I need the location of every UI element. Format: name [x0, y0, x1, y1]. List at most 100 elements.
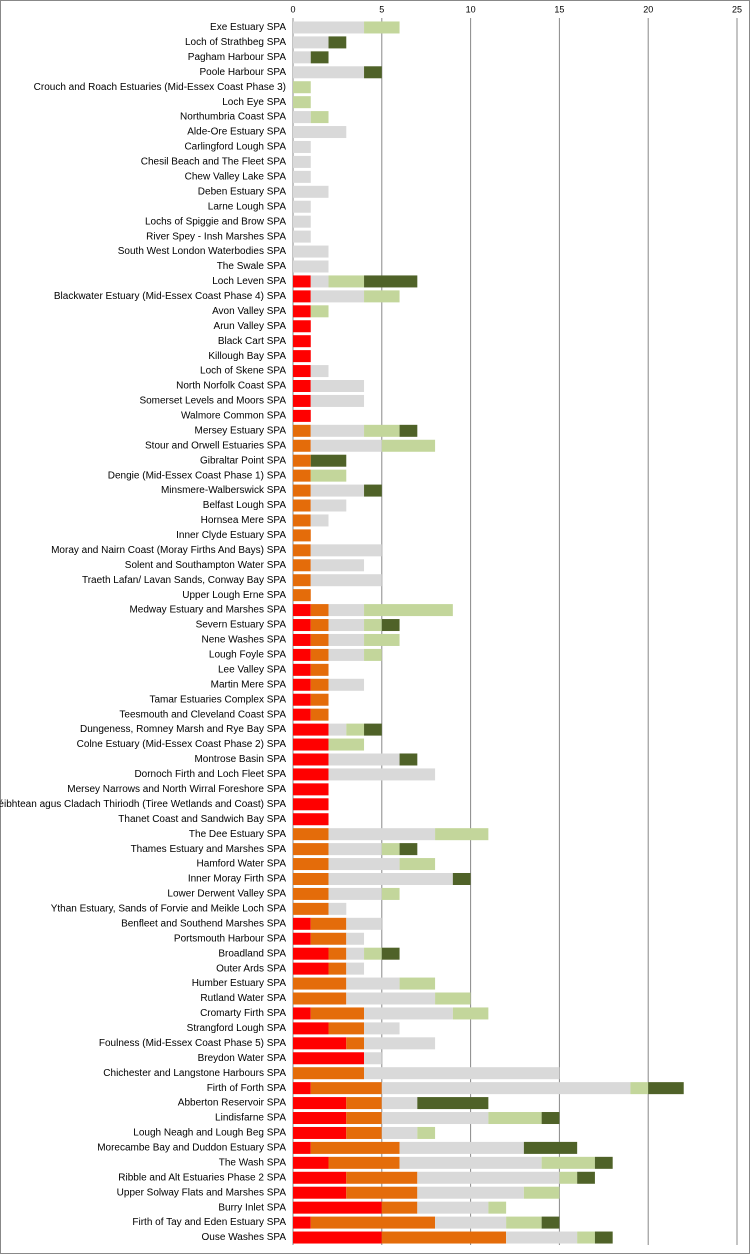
y-tick-label: Lough Neagh and Lough Beg SPA [133, 1128, 286, 1139]
bar-segment [293, 947, 329, 960]
bar-segment [381, 1231, 507, 1244]
y-tick-label: Moray and Nairn Coast (Moray Firths And … [51, 545, 286, 556]
bar-segment [310, 917, 347, 930]
bar-segment [346, 917, 382, 930]
bar-segment [310, 499, 347, 512]
bar-segment [293, 409, 311, 422]
bar-segment [293, 305, 311, 318]
bar-segment [346, 992, 436, 1005]
y-tick-label: Benfleet and Southend Marshes SPA [121, 918, 286, 929]
y-tick-label: Thanet Coast and Sandwich Bay SPA [118, 814, 286, 825]
bar-segment [293, 1007, 311, 1020]
y-tick-label: The Swale SPA [217, 261, 287, 272]
bar-segment [293, 260, 329, 273]
y-tick-label: Hornsea Mere SPA [201, 515, 287, 526]
bar-segment [293, 170, 311, 183]
bar-segment [293, 275, 311, 288]
bar-segment [328, 738, 365, 751]
bar-segment [310, 932, 347, 945]
y-tick-label: Crouch and Roach Estuaries (Mid-Essex Co… [34, 82, 286, 93]
bar-segment [381, 1112, 489, 1125]
y-tick-label: Hamford Water SPA [197, 859, 287, 870]
bar-segment [381, 843, 400, 856]
bar-segment [293, 1067, 365, 1080]
y-tick-label: Abberton Reservoir SPA [178, 1098, 287, 1109]
bar-segment [364, 947, 382, 960]
bar-segment [293, 858, 329, 871]
y-tick-label: Dornoch Firth and Loch Fleet SPA [134, 769, 286, 780]
bar-segment [381, 619, 400, 632]
bar-segment [594, 1156, 613, 1169]
bar-segment [293, 335, 311, 348]
bar-segment [293, 469, 311, 482]
bar-segment [399, 1156, 542, 1169]
y-tick-label: Traeth Lafan/ Lavan Sands, Conway Bay SP… [82, 575, 286, 586]
bar-segment [364, 484, 382, 497]
bar-segment [399, 977, 436, 990]
y-tick-label: Deben Estuary SPA [198, 186, 287, 197]
y-tick-label: Loch of Strathbeg SPA [185, 37, 286, 48]
y-tick-label: Inner Clyde Estuary SPA [176, 530, 286, 541]
bar-segment [310, 1141, 400, 1154]
y-tick-label: Poole Harbour SPA [199, 67, 286, 78]
bar-segment [435, 1216, 507, 1229]
bar-segment [559, 1171, 578, 1184]
bar-segment [310, 424, 365, 437]
bar-segment [399, 843, 418, 856]
bar-segment [293, 21, 365, 34]
bar-segment [293, 783, 329, 796]
bar-segment [328, 872, 453, 885]
bar-segment [310, 275, 329, 288]
y-tick-label: Tamar Estuaries Complex SPA [149, 694, 286, 705]
bar-segment [310, 693, 329, 706]
bar-segment [293, 350, 311, 363]
y-tick-label: Severn Estuary SPA [196, 620, 287, 631]
bar-segment [310, 663, 329, 676]
bar-segment [364, 648, 382, 661]
bar-segment [293, 514, 311, 527]
y-tick-label: Morecambe Bay and Duddon Estuary SPA [97, 1143, 286, 1154]
y-tick-label: Firth of Tay and Eden Estuary SPA [132, 1217, 286, 1228]
bar-segment [310, 514, 329, 527]
bar-segment [364, 1052, 382, 1065]
bar-segment [381, 1082, 631, 1095]
y-tick-label: Avon Valley SPA [212, 306, 286, 317]
bar-segment [293, 693, 311, 706]
y-tick-label: Solent and Southampton Water SPA [125, 560, 287, 571]
bar-segment [310, 439, 382, 452]
bar-segment [293, 1097, 347, 1110]
bar-segment [293, 798, 329, 811]
bar-segment [293, 723, 329, 736]
y-tick-label: Chesil Beach and The Fleet SPA [141, 157, 287, 168]
bar-segment [381, 1097, 418, 1110]
bar-segment [293, 140, 311, 153]
bar-segment [399, 753, 418, 766]
bar-segment [310, 678, 329, 691]
y-tick-label: Larne Lough SPA [208, 201, 287, 212]
bar-segment [346, 723, 365, 736]
bar-segment [293, 992, 347, 1005]
bar-segment [293, 1216, 311, 1229]
y-tick-label: Gibraltar Point SPA [200, 455, 286, 466]
y-tick-label: Strangford Lough SPA [187, 1023, 287, 1034]
y-tick-label: North Norfolk Coast SPA [176, 381, 286, 392]
bar-segment [346, 977, 400, 990]
bar-segment [293, 529, 311, 542]
bar-segment [364, 1022, 400, 1035]
y-tick-label: Minsmere-Walberswick SPA [161, 485, 286, 496]
bar-segment [310, 604, 329, 617]
bar-segment [310, 394, 365, 407]
bar-segment [293, 155, 311, 168]
bar-segment [364, 424, 400, 437]
y-tick-label: Chew Valley Lake SPA [185, 172, 287, 183]
y-tick-label: Ythan Estuary, Sands of Forvie and Meikl… [51, 904, 287, 915]
bar-segment [293, 663, 311, 676]
bar-segment [293, 962, 329, 975]
bar-segment [293, 81, 311, 94]
bar-segment [364, 723, 382, 736]
bar-segment [381, 1126, 418, 1139]
y-tick-label: Killough Bay SPA [208, 351, 286, 362]
bar-segment [399, 424, 418, 437]
bar-segment [293, 439, 311, 452]
y-tick-label: Upper Lough Erne SPA [182, 590, 286, 601]
